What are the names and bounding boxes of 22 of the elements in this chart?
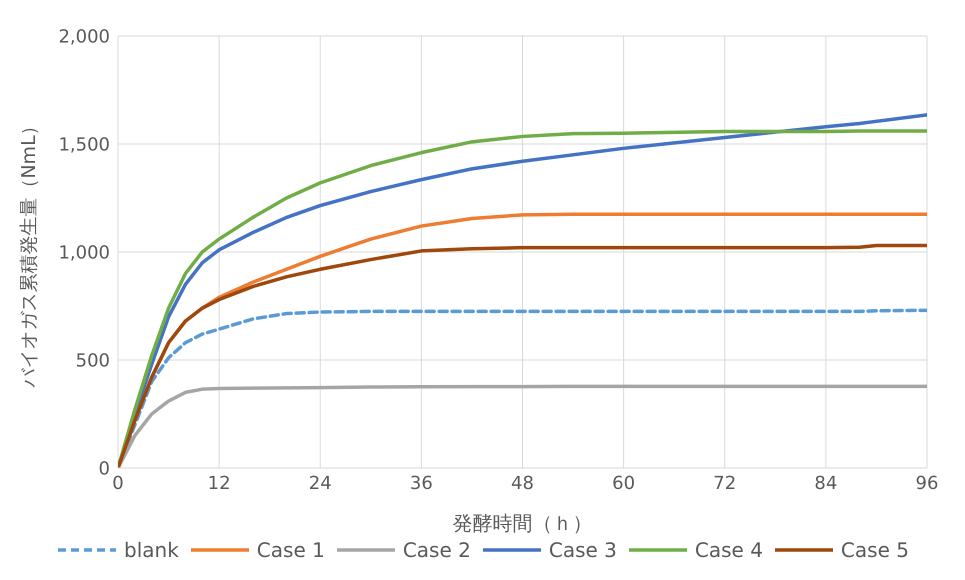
x-axis-title: 発酵時間（ｈ） (452, 511, 592, 535)
legend-label: Case 1 (256, 538, 325, 562)
x-tick-label: 36 (410, 472, 433, 494)
y-tick-label: 1,500 (58, 134, 110, 156)
legend-label: Case 5 (840, 538, 909, 562)
x-tick-label: 60 (612, 472, 636, 494)
x-tick-label: 96 (916, 472, 938, 494)
y-axis-title: バイオガス累積発生量（NmL） (18, 116, 40, 389)
x-tick-label: 48 (511, 472, 534, 494)
legend-label: Case 4 (694, 538, 763, 562)
legend-label: blank (124, 538, 179, 562)
legend-label: Case 3 (548, 538, 617, 562)
y-tick-label: 0 (98, 458, 110, 480)
x-tick-label: 84 (814, 472, 838, 494)
y-tick-label: 1,000 (58, 242, 110, 264)
x-tick-label: 24 (308, 472, 332, 494)
x-tick-label: 72 (713, 472, 736, 494)
y-tick-label: 500 (76, 350, 110, 372)
x-tick-label: 12 (208, 472, 231, 494)
y-tick-label: 2,000 (58, 26, 110, 48)
legend-label: Case 2 (402, 538, 471, 562)
x-tick-label: 0 (112, 472, 124, 494)
